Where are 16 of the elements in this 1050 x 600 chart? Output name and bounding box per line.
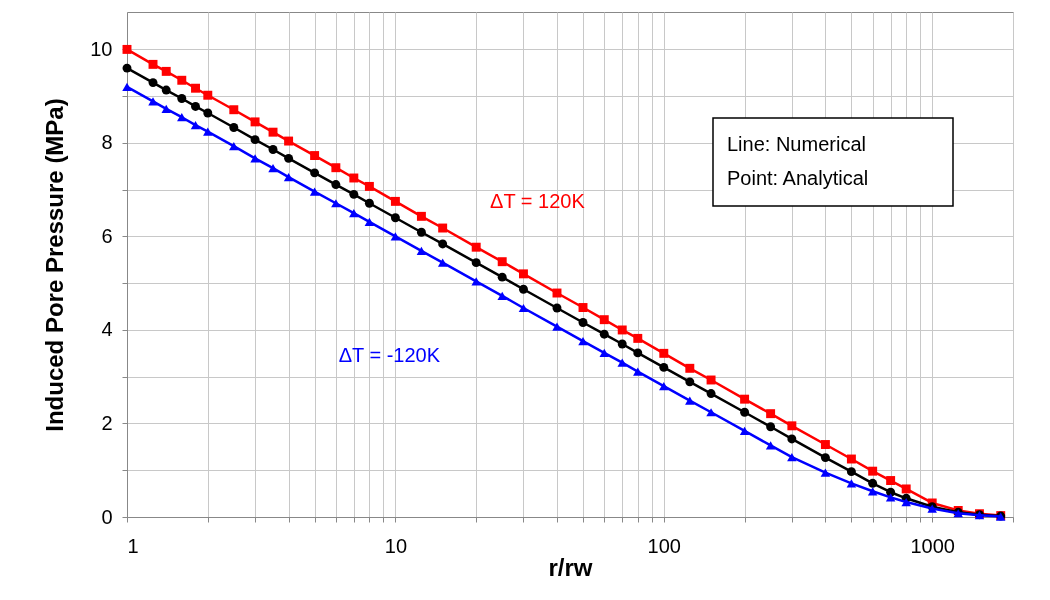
x-tick-label: 10 — [384, 534, 408, 557]
y-axis-title: Induced Pore Pressure (MPa) — [41, 98, 69, 432]
x-tick-label: 100 — [647, 534, 681, 557]
annotation: Line: Numerical — [727, 133, 866, 155]
y-tick-label: 0 — [101, 505, 113, 528]
y-tick-label: 2 — [101, 411, 113, 434]
y-tick-label: 10 — [90, 37, 113, 60]
x-axis-title: r/rw — [548, 553, 593, 581]
series-label: ΔT = 120K — [490, 189, 586, 212]
x-tick-label: 1 — [127, 534, 139, 557]
text: ΔT = -120K — [338, 343, 441, 366]
y-tick-label: 6 — [101, 224, 113, 247]
y-tick-label: 4 — [101, 318, 113, 341]
y-tick-label: 8 — [101, 131, 113, 154]
x-tick-label: 1000 — [910, 534, 955, 557]
annotation: Point: Analytical — [727, 167, 869, 189]
